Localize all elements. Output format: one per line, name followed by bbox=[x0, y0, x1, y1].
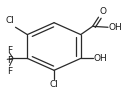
Text: OH: OH bbox=[109, 23, 122, 32]
Text: F: F bbox=[7, 46, 12, 55]
Text: F: F bbox=[7, 67, 12, 76]
Text: F: F bbox=[7, 56, 12, 65]
Text: O: O bbox=[99, 7, 106, 16]
Text: Cl: Cl bbox=[50, 80, 58, 89]
Text: Cl: Cl bbox=[5, 16, 14, 25]
Text: OH: OH bbox=[94, 54, 108, 63]
